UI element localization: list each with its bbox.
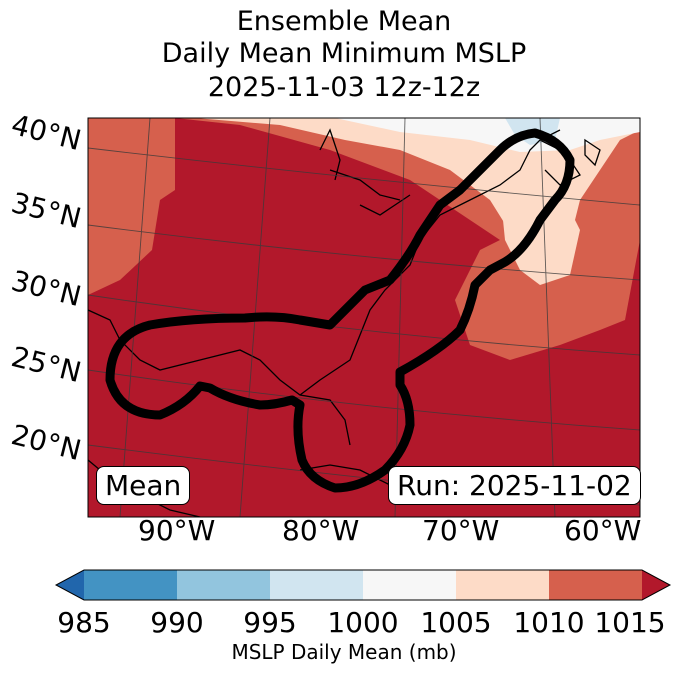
colorbar-tick-1015: 1015 [594,606,666,639]
white-pressure-zone [335,118,640,152]
min-pressure-contour [105,128,575,493]
colorbar-label: MSLP Daily Mean (mb) [231,640,457,664]
atlantic-pale-zone [500,190,580,285]
colorbar-segment [84,570,178,600]
title-line-1: Ensemble Mean [236,6,452,37]
colorbar-tick-1005: 1005 [420,606,492,639]
map-fill [88,118,640,517]
colorbar [54,569,672,601]
title-line-2: Daily Mean Minimum MSLP [161,38,527,69]
colorbar-tick-1010: 1010 [513,606,585,639]
lon-label-80w: 80°W [282,514,360,547]
colorbar-over-arrow [642,570,670,600]
title-line-3: 2025-11-03 12z-12z [207,72,481,103]
lon-label-60w: 60°W [564,514,642,547]
colorbar-tick-985: 985 [57,606,111,639]
lon-label-90w: 90°W [138,514,216,547]
lon-label-70w: 70°W [422,514,500,547]
pressure-map [87,117,641,518]
colorbar-tick-995: 995 [243,606,297,639]
colorbar-under-arrow [56,570,84,600]
mean-label: Mean [96,466,191,505]
colorbar-tick-1000: 1000 [327,606,399,639]
colorbar-tick-990: 990 [150,606,204,639]
run-date-label: Run: 2025-11-02 [388,466,641,505]
colorbar-segment [363,570,457,600]
colorbar-segment [270,570,364,600]
map-frame [87,117,641,518]
colorbar-segment [177,570,271,600]
colorbar-segment [456,570,550,600]
nw-pressure-zone [88,118,175,295]
colorbar-outline [54,569,672,601]
graticule [88,118,640,517]
colorbar-segment [549,570,643,600]
